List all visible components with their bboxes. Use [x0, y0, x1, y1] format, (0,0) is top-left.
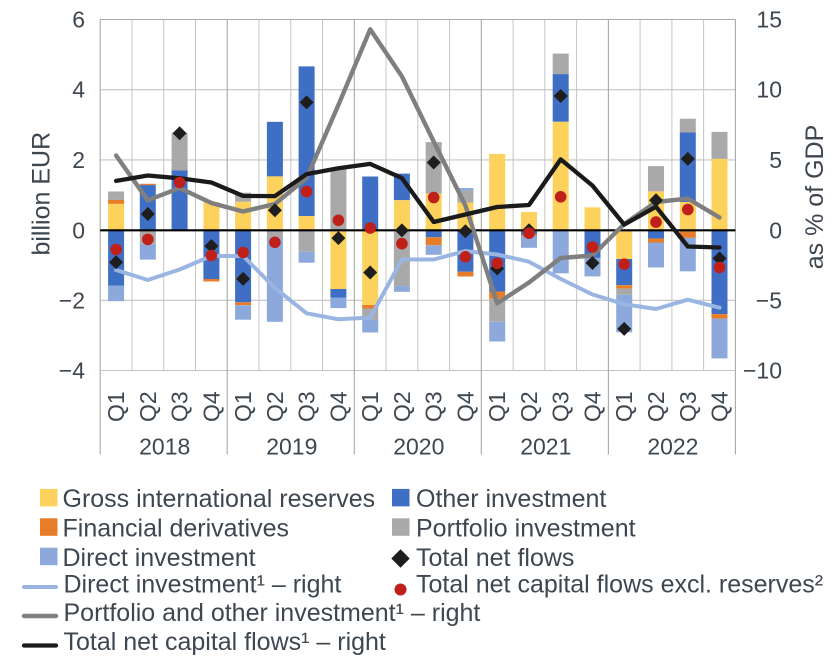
svg-text:4: 4 [72, 77, 85, 103]
svg-text:Q4: Q4 [580, 391, 606, 422]
svg-text:Portfolio investment: Portfolio investment [416, 515, 636, 543]
svg-text:−4: −4 [59, 358, 85, 384]
svg-text:Q1: Q1 [230, 391, 256, 422]
svg-text:Q4: Q4 [707, 391, 733, 422]
svg-text:Q4: Q4 [452, 391, 478, 422]
svg-text:Q1: Q1 [611, 391, 637, 422]
svg-text:Q1: Q1 [484, 391, 510, 422]
svg-text:0: 0 [72, 217, 85, 243]
svg-text:Q1: Q1 [357, 391, 383, 422]
svg-text:Q4: Q4 [198, 391, 224, 422]
svg-text:Financial derivatives: Financial derivatives [63, 515, 290, 543]
svg-text:15: 15 [756, 7, 782, 33]
svg-text:−2: −2 [59, 287, 85, 313]
svg-text:Q3: Q3 [675, 391, 701, 422]
svg-text:Total net capital flows¹ – rig: Total net capital flows¹ – right [64, 628, 386, 656]
svg-text:6: 6 [72, 7, 85, 33]
svg-text:Q2: Q2 [262, 391, 288, 422]
svg-text:Q2: Q2 [643, 391, 669, 422]
svg-text:Q3: Q3 [294, 391, 320, 422]
svg-text:Q2: Q2 [135, 391, 161, 422]
svg-text:as % of GDP: as % of GDP [801, 125, 829, 270]
svg-text:Total net capital flows excl.: Total net capital flows excl. reserves² [416, 571, 823, 599]
svg-text:Gross international reserves: Gross international reserves [63, 485, 376, 513]
svg-text:Q2: Q2 [389, 391, 415, 422]
svg-text:Portfolio and other investment: Portfolio and other investment¹ – right [64, 599, 481, 627]
svg-text:Direct investment: Direct investment [63, 544, 256, 572]
svg-text:Q1: Q1 [103, 391, 129, 422]
svg-text:Q3: Q3 [548, 391, 574, 422]
svg-text:Total net flows: Total net flows [416, 544, 574, 572]
svg-text:10: 10 [756, 77, 782, 103]
svg-text:Q3: Q3 [167, 391, 193, 422]
svg-text:−10: −10 [743, 358, 782, 384]
svg-text:2020: 2020 [393, 434, 444, 460]
svg-text:5: 5 [769, 147, 782, 173]
svg-text:Q2: Q2 [516, 391, 542, 422]
svg-text:0: 0 [769, 217, 782, 243]
svg-text:billion EUR: billion EUR [28, 132, 56, 256]
svg-text:2: 2 [72, 147, 85, 173]
svg-text:Other investment: Other investment [416, 485, 606, 513]
svg-text:Q4: Q4 [325, 391, 351, 422]
svg-text:2022: 2022 [647, 434, 698, 460]
svg-text:2021: 2021 [520, 434, 571, 460]
svg-text:Q3: Q3 [421, 391, 447, 422]
svg-text:−5: −5 [756, 287, 782, 313]
svg-text:Direct investment¹ – right: Direct investment¹ – right [64, 571, 342, 599]
svg-text:2019: 2019 [266, 434, 317, 460]
svg-text:2018: 2018 [139, 434, 190, 460]
